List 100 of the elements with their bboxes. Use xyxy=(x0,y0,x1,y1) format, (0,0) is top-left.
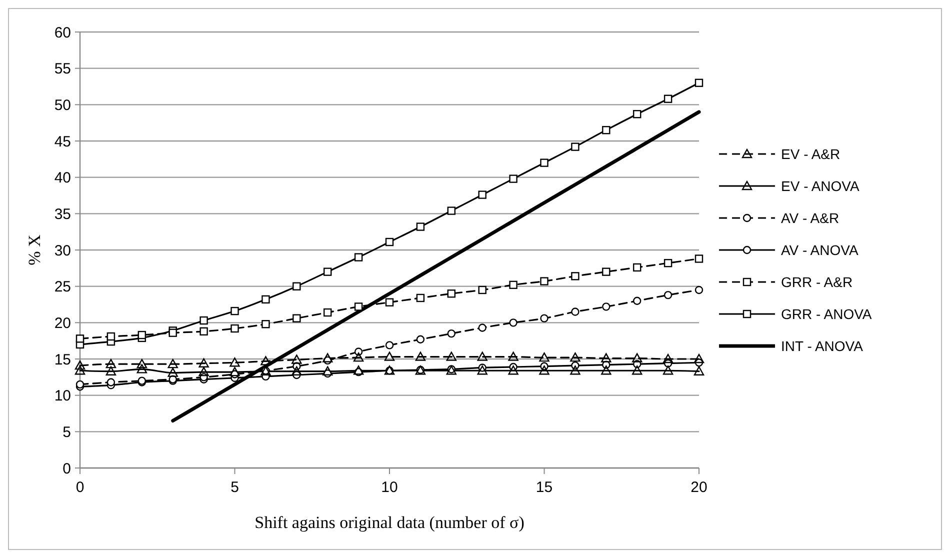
point xyxy=(509,174,518,183)
point xyxy=(446,352,456,361)
point xyxy=(477,352,488,361)
point xyxy=(447,206,456,215)
point xyxy=(601,366,612,375)
point xyxy=(353,352,364,362)
point xyxy=(694,354,704,364)
point xyxy=(447,290,456,298)
point xyxy=(136,364,147,374)
y-tick-label: 35 xyxy=(54,206,71,223)
legend-label: AV - ANOVA xyxy=(781,242,859,258)
point xyxy=(416,335,425,344)
point xyxy=(478,324,486,332)
point xyxy=(633,110,642,118)
point xyxy=(106,332,116,341)
point xyxy=(570,352,580,362)
point xyxy=(168,368,178,377)
y-tick-label: 5 xyxy=(62,424,71,441)
x-tick-label: 5 xyxy=(230,479,239,496)
point xyxy=(322,366,333,376)
point xyxy=(694,254,704,263)
y-axis-title: % X xyxy=(25,234,44,266)
point xyxy=(632,353,642,362)
point xyxy=(200,316,208,325)
point xyxy=(694,78,704,87)
point xyxy=(106,378,116,386)
point xyxy=(385,298,394,306)
point xyxy=(230,306,239,316)
x-axis-title: Shift agains original data (number of σ) xyxy=(254,513,524,532)
x-tick-label: 20 xyxy=(690,479,708,496)
point xyxy=(106,358,116,368)
point xyxy=(384,352,395,361)
point xyxy=(262,320,270,328)
point xyxy=(664,258,672,268)
y-tick-label: 20 xyxy=(54,314,71,332)
point xyxy=(540,314,548,322)
point xyxy=(602,268,610,276)
point xyxy=(694,286,704,294)
x-tick-label: 15 xyxy=(536,479,553,496)
point xyxy=(324,268,332,276)
point xyxy=(230,324,239,333)
y-tick-label: 10 xyxy=(54,388,71,405)
point xyxy=(633,296,642,305)
point xyxy=(292,282,301,290)
y-tick-label: 25 xyxy=(54,278,71,296)
point xyxy=(477,366,488,375)
y-tick-label: 0 xyxy=(62,460,71,478)
point xyxy=(230,366,240,376)
point xyxy=(416,222,425,231)
point xyxy=(106,366,116,376)
point xyxy=(416,294,425,302)
point xyxy=(262,295,270,304)
point xyxy=(632,366,642,375)
point xyxy=(198,358,209,368)
point xyxy=(540,277,548,286)
y-tick-label: 55 xyxy=(54,60,71,78)
legend-label: EV - ANOVA xyxy=(781,178,860,194)
point xyxy=(136,358,147,368)
point xyxy=(292,366,302,376)
point xyxy=(322,353,333,362)
point xyxy=(260,356,271,366)
y-tick-label: 45 xyxy=(54,133,71,150)
y-tick-label: 30 xyxy=(54,242,71,260)
point xyxy=(664,290,672,300)
point xyxy=(138,330,146,340)
point xyxy=(662,354,674,364)
point xyxy=(571,272,580,280)
point xyxy=(354,253,363,262)
point xyxy=(539,352,550,362)
legend-label: GRR - A&R xyxy=(781,274,853,290)
point xyxy=(447,329,456,338)
y-tick-label: 50 xyxy=(54,96,71,114)
point xyxy=(415,352,426,361)
point xyxy=(601,353,612,362)
point xyxy=(664,94,672,103)
point xyxy=(571,142,580,151)
point xyxy=(76,380,84,389)
point xyxy=(76,334,84,343)
y-tick-label: 40 xyxy=(54,170,71,187)
point xyxy=(385,238,394,246)
y-tick-label: 15 xyxy=(54,351,71,368)
point xyxy=(602,126,610,134)
point xyxy=(478,190,486,199)
point xyxy=(292,314,301,322)
point xyxy=(694,366,704,376)
x-tick-label: 10 xyxy=(381,479,398,496)
point xyxy=(508,352,518,361)
point xyxy=(292,354,302,364)
point xyxy=(571,308,580,316)
point xyxy=(570,366,580,375)
point xyxy=(662,366,674,375)
point xyxy=(168,358,178,368)
point xyxy=(540,158,548,167)
point xyxy=(200,327,208,336)
point xyxy=(230,358,240,367)
x-tick-label: 0 xyxy=(76,479,84,496)
legend-label: AV - A&R xyxy=(781,210,840,226)
point xyxy=(539,366,550,375)
legend-label: GRR - ANOVA xyxy=(781,306,872,322)
point xyxy=(602,302,610,311)
